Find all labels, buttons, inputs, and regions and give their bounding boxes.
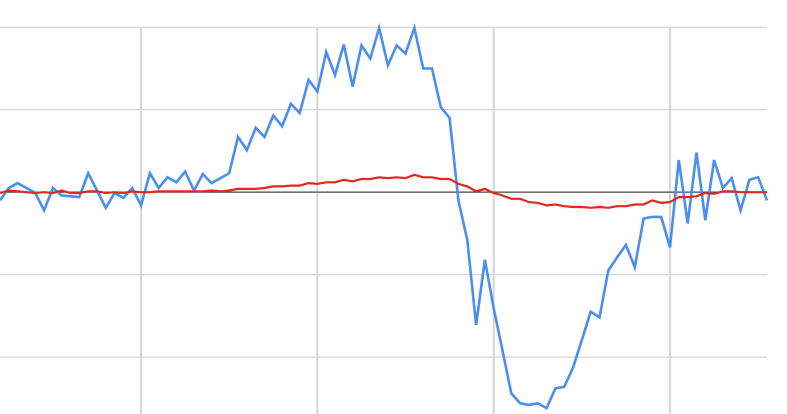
series-1-line	[0, 22, 769, 411]
series-lines	[0, 22, 769, 411]
series-2-line	[0, 173, 767, 209]
gridlines	[0, 26, 767, 414]
